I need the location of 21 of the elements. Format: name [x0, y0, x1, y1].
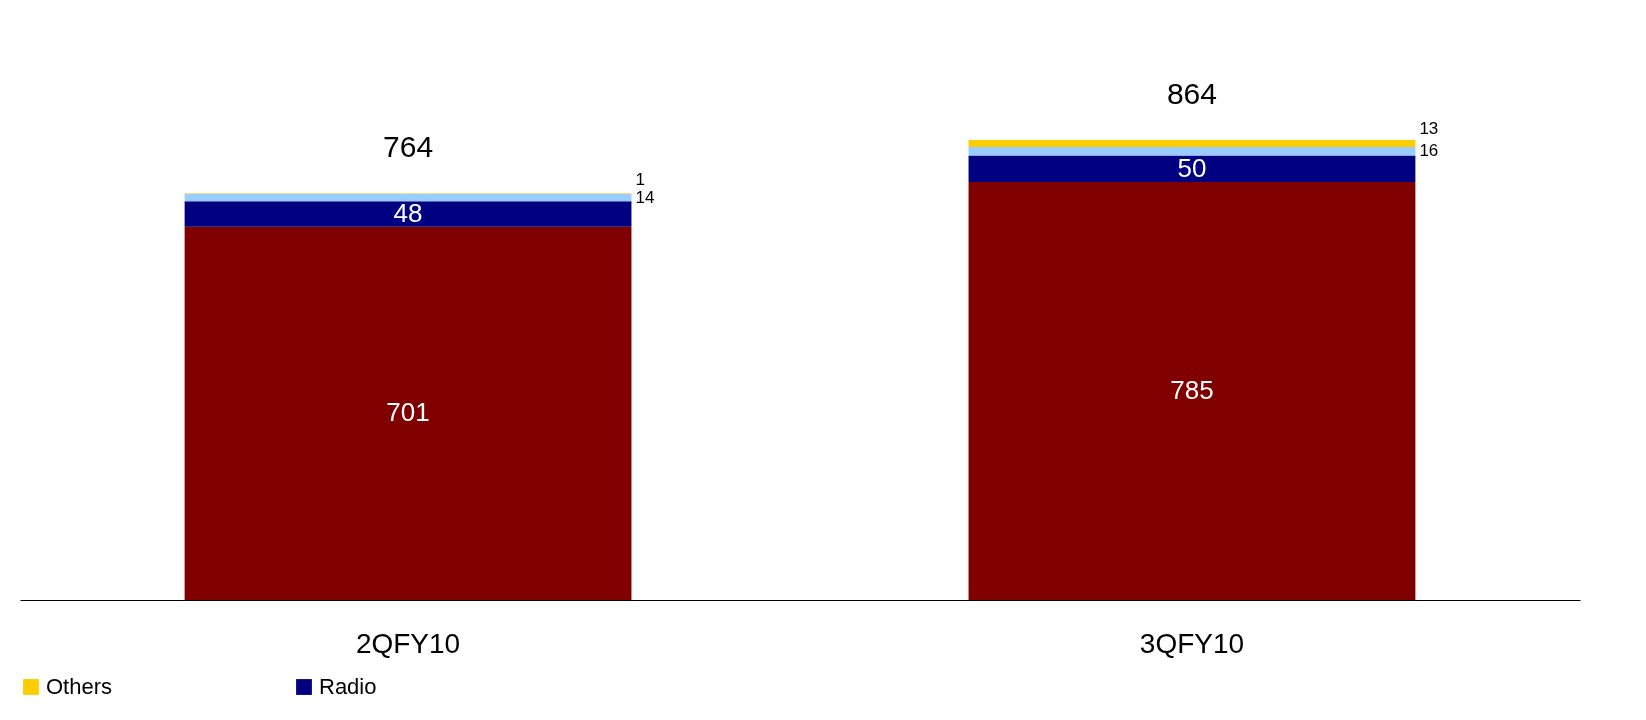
bar: [184, 226, 632, 600]
legend-label: Others: [46, 674, 113, 699]
bar: [968, 140, 1416, 147]
data-label: 701: [386, 397, 430, 428]
total-label: 864: [1166, 77, 1217, 110]
data-label: 13: [1419, 119, 1439, 139]
bar: [184, 193, 632, 202]
total-label: 764: [383, 130, 434, 164]
x-tick-label: 2QFY10: [355, 627, 461, 659]
bar: [968, 155, 1416, 183]
data-label: 785: [1170, 375, 1214, 406]
bar: [968, 146, 1416, 156]
x-tick-label: 3QFY10: [1139, 627, 1245, 659]
data-label: 14: [635, 187, 655, 207]
bar: [968, 182, 1416, 600]
data-label: 50: [1177, 152, 1207, 183]
data-label: 48: [393, 198, 423, 228]
data-label: 16: [1419, 141, 1439, 161]
legend-label: Radio: [319, 674, 377, 699]
bar: [184, 201, 632, 227]
data-label: 1: [635, 169, 645, 189]
